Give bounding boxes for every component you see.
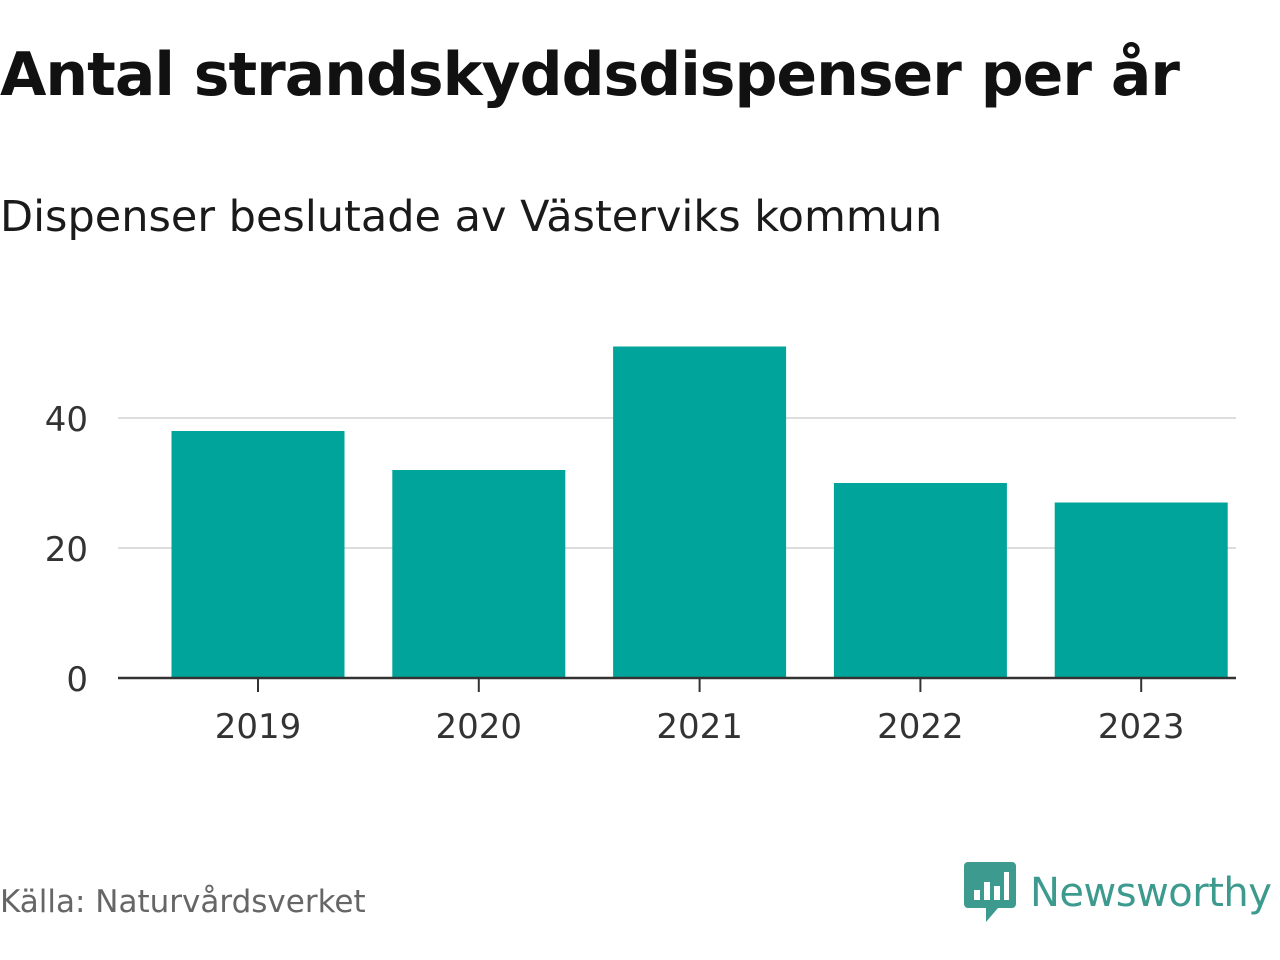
bar-2019 — [171, 431, 345, 678]
bar-2020 — [392, 470, 566, 678]
newsworthy-logo-icon — [964, 862, 1016, 922]
bar-2021 — [613, 346, 787, 678]
x-tick-label-2019: 2019 — [215, 707, 302, 747]
y-tick-label-0: 0 — [66, 660, 88, 700]
x-tick-label-2020: 2020 — [436, 707, 523, 747]
bar-chart: 0 20 40 2019 2020 2021 2022 2023 — [45, 346, 1236, 747]
bar-2022 — [833, 483, 1007, 678]
chart-subtitle: Dispenser beslutade av Västerviks kommun — [0, 192, 943, 242]
source-note: Källa: Naturvårdsverket — [0, 884, 366, 920]
newsworthy-logo[interactable]: Newsworthy — [964, 862, 1272, 924]
y-tick-label-40: 40 — [45, 400, 88, 440]
x-tick-label-2021: 2021 — [656, 707, 743, 747]
x-tick-label-2023: 2023 — [1098, 707, 1185, 747]
x-tick-label-2022: 2022 — [877, 707, 964, 747]
y-tick-label-20: 20 — [45, 530, 88, 570]
bar-2023 — [1054, 502, 1228, 678]
newsworthy-logo-text: Newsworthy — [1030, 870, 1272, 916]
chart-title: Antal strandskyddsdispenser per år — [0, 40, 1180, 110]
